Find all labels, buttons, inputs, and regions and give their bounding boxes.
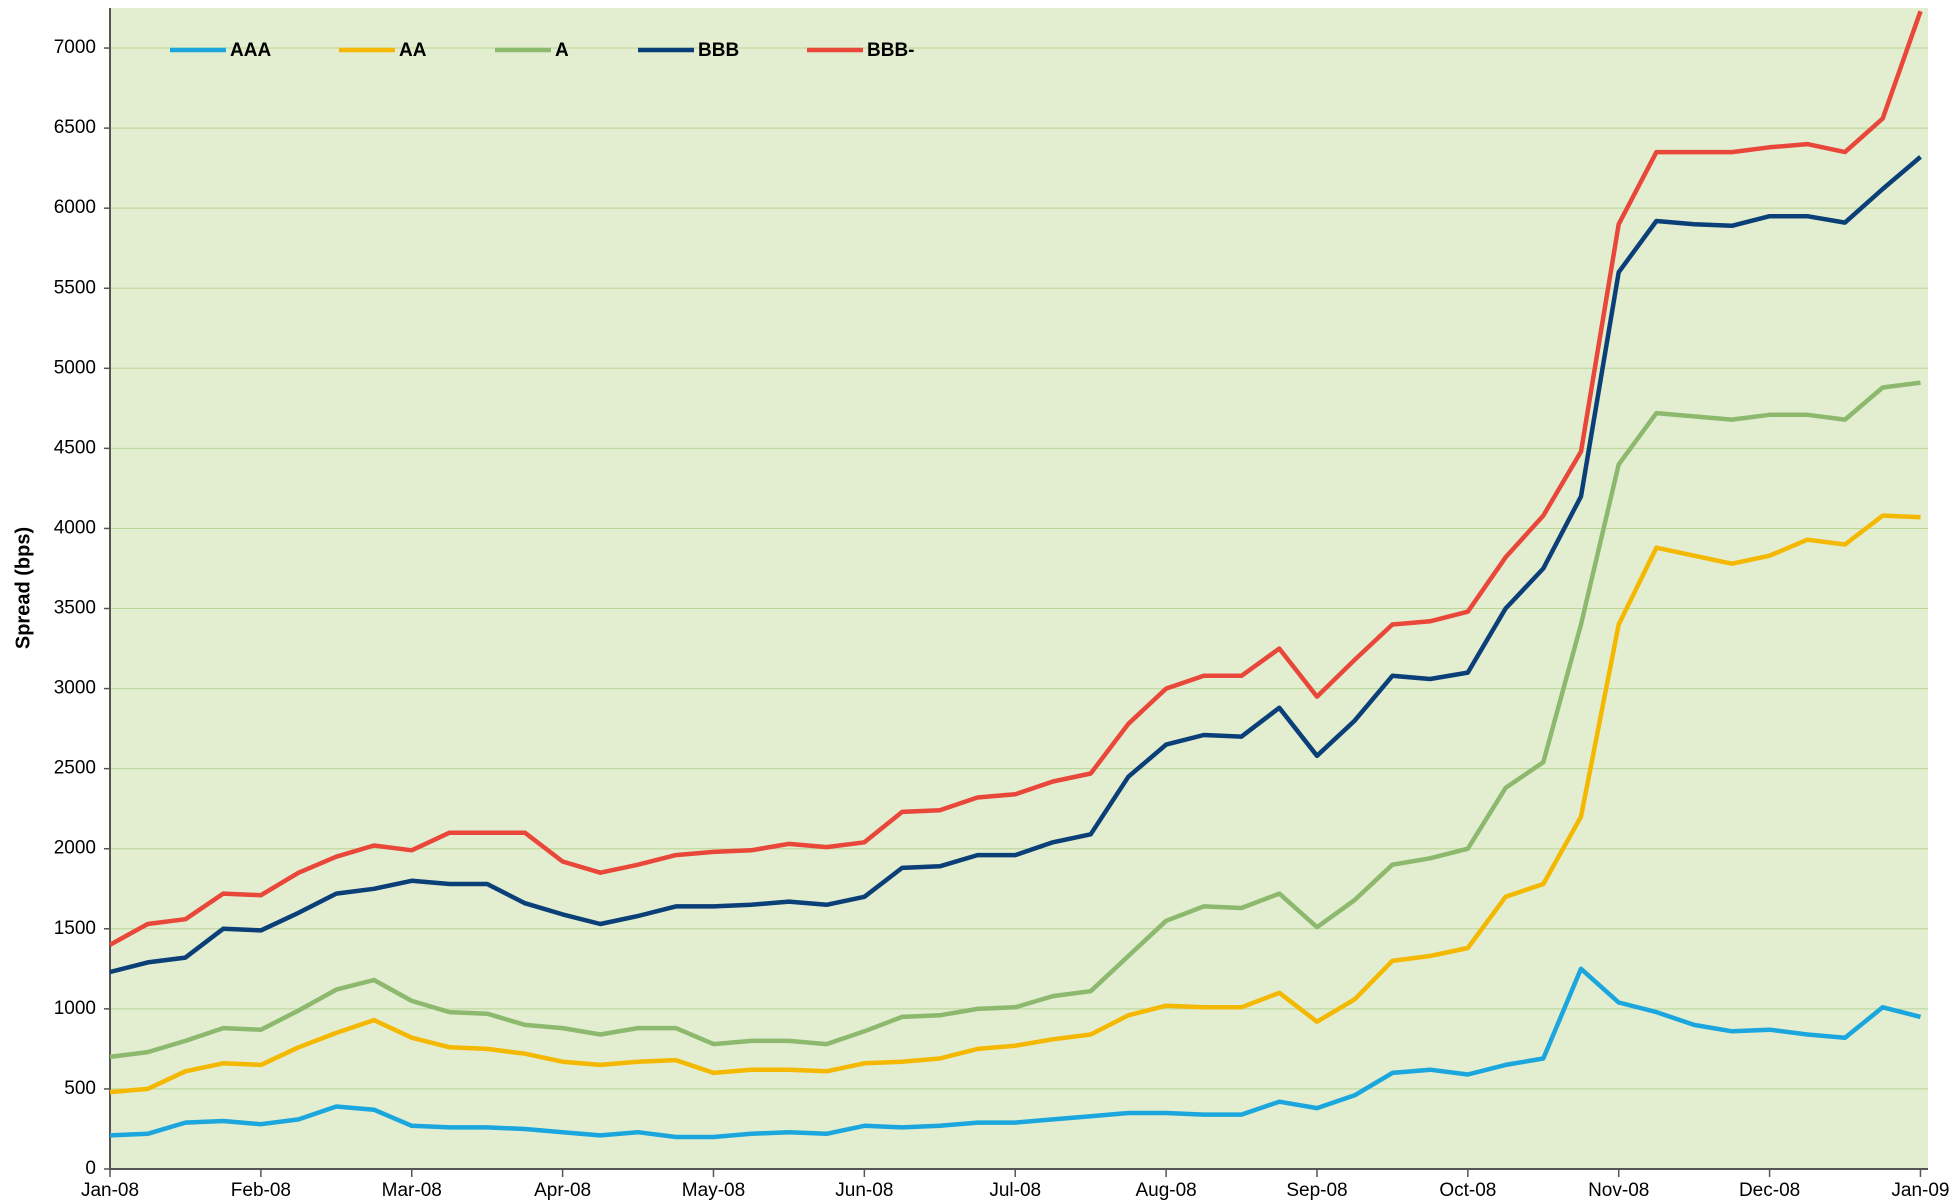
legend-label: BBB- <box>867 40 915 61</box>
x-tick-label: Jun-08 <box>835 1180 893 1201</box>
y-tick-label: 1000 <box>54 998 96 1019</box>
x-tick-label: Feb-08 <box>231 1180 291 1201</box>
y-tick-label: 2000 <box>54 838 96 859</box>
y-tick-label: 5500 <box>54 277 96 298</box>
series-line <box>109 380 1921 1060</box>
y-tick-label: 500 <box>64 1078 96 1099</box>
plot-area <box>110 8 1928 1169</box>
legend-item: AAA <box>170 40 271 61</box>
legend-label: BBB <box>698 40 739 61</box>
series-line <box>108 10 1923 947</box>
legend-item: BBB <box>638 40 739 61</box>
y-tick-label: 5000 <box>54 357 96 378</box>
x-tick-label: Jan-08 <box>81 1180 139 1201</box>
x-tick-label: Dec-08 <box>1739 1180 1800 1201</box>
legend-item: A <box>495 40 569 61</box>
series-line <box>109 155 1922 975</box>
legend-label: AAA <box>230 40 271 61</box>
series-line <box>109 513 1921 1095</box>
y-tick-label: 6000 <box>54 197 96 218</box>
legend-label: A <box>555 40 569 61</box>
y-tick-label: 0 <box>85 1158 96 1179</box>
y-tick-label: 1500 <box>54 918 96 939</box>
y-tick-label: 4000 <box>54 517 96 538</box>
x-tick-label: Jul-08 <box>989 1180 1041 1201</box>
x-tick-label: Nov-08 <box>1588 1180 1649 1201</box>
legend-item: AA <box>339 40 427 61</box>
y-tick-label: 6500 <box>54 117 96 138</box>
legend-item: BBB- <box>807 40 915 61</box>
y-tick-label: 2500 <box>54 758 96 779</box>
y-tick-label: 3000 <box>54 678 96 699</box>
x-tick-label: Sep-08 <box>1286 1180 1347 1201</box>
x-tick-label: Oct-08 <box>1439 1180 1496 1201</box>
y-tick-label: 4500 <box>54 437 96 458</box>
y-tick-label: 7000 <box>54 37 96 58</box>
y-axis-label: Spread (bps) <box>12 527 34 649</box>
x-tick-label: Jan-09 <box>1891 1180 1949 1201</box>
x-tick-label: Mar-08 <box>382 1180 442 1201</box>
x-tick-label: Aug-08 <box>1135 1180 1196 1201</box>
series-line <box>109 966 1922 1140</box>
legend-label: AA <box>399 40 427 61</box>
y-tick-label: 3500 <box>54 598 96 619</box>
x-tick-label: Apr-08 <box>534 1180 591 1201</box>
x-tick-label: May-08 <box>682 1180 745 1201</box>
